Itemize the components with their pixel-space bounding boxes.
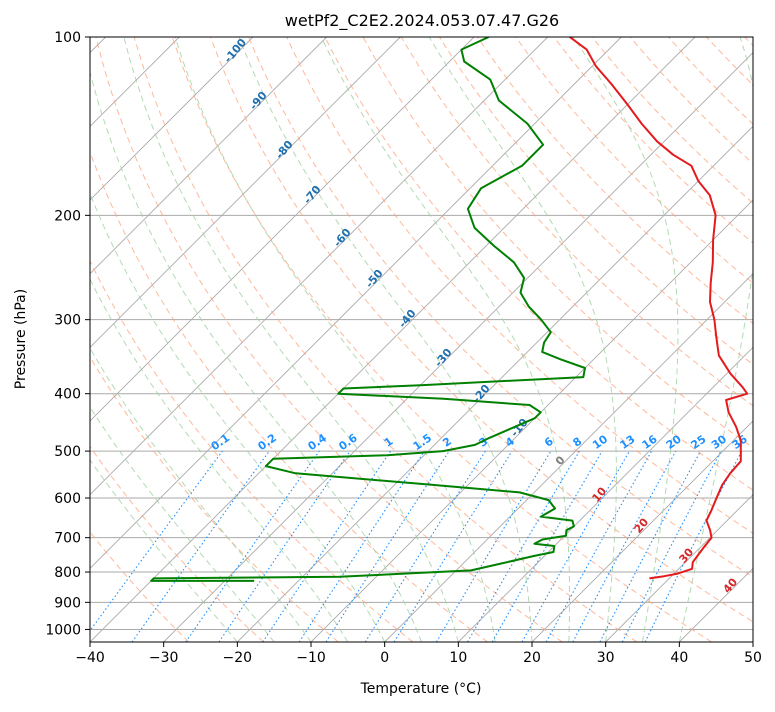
y-tick-label: 1000 (45, 622, 81, 638)
y-tick-label: 800 (54, 565, 81, 581)
x-tick-label: −30 (149, 650, 179, 666)
y-tick-label: 600 (54, 491, 81, 507)
y-tick-label: 700 (54, 531, 81, 547)
y-axis-label: Pressure (hPa) (13, 289, 29, 389)
x-tick-label: 10 (449, 650, 467, 666)
x-tick-label: −20 (223, 650, 253, 666)
y-tick-label: 200 (54, 208, 81, 224)
y-tick-label: 300 (54, 313, 81, 329)
x-tick-label: 0 (380, 650, 389, 666)
y-tick-label: 100 (54, 30, 81, 46)
x-tick-label: 50 (744, 650, 762, 666)
x-tick-label: 30 (597, 650, 615, 666)
x-tick-label: 40 (670, 650, 688, 666)
x-tick-label: −40 (75, 650, 105, 666)
x-tick-label: 20 (523, 650, 541, 666)
y-tick-label: 500 (54, 444, 81, 460)
chart-title: wetPf2_C2E2.2024.053.07.47.G26 (285, 11, 559, 31)
y-tick-label: 900 (54, 595, 81, 611)
x-tick-label: −10 (296, 650, 326, 666)
y-tick-label: 400 (54, 387, 81, 403)
x-axis-label: Temperature (°C) (360, 681, 482, 697)
